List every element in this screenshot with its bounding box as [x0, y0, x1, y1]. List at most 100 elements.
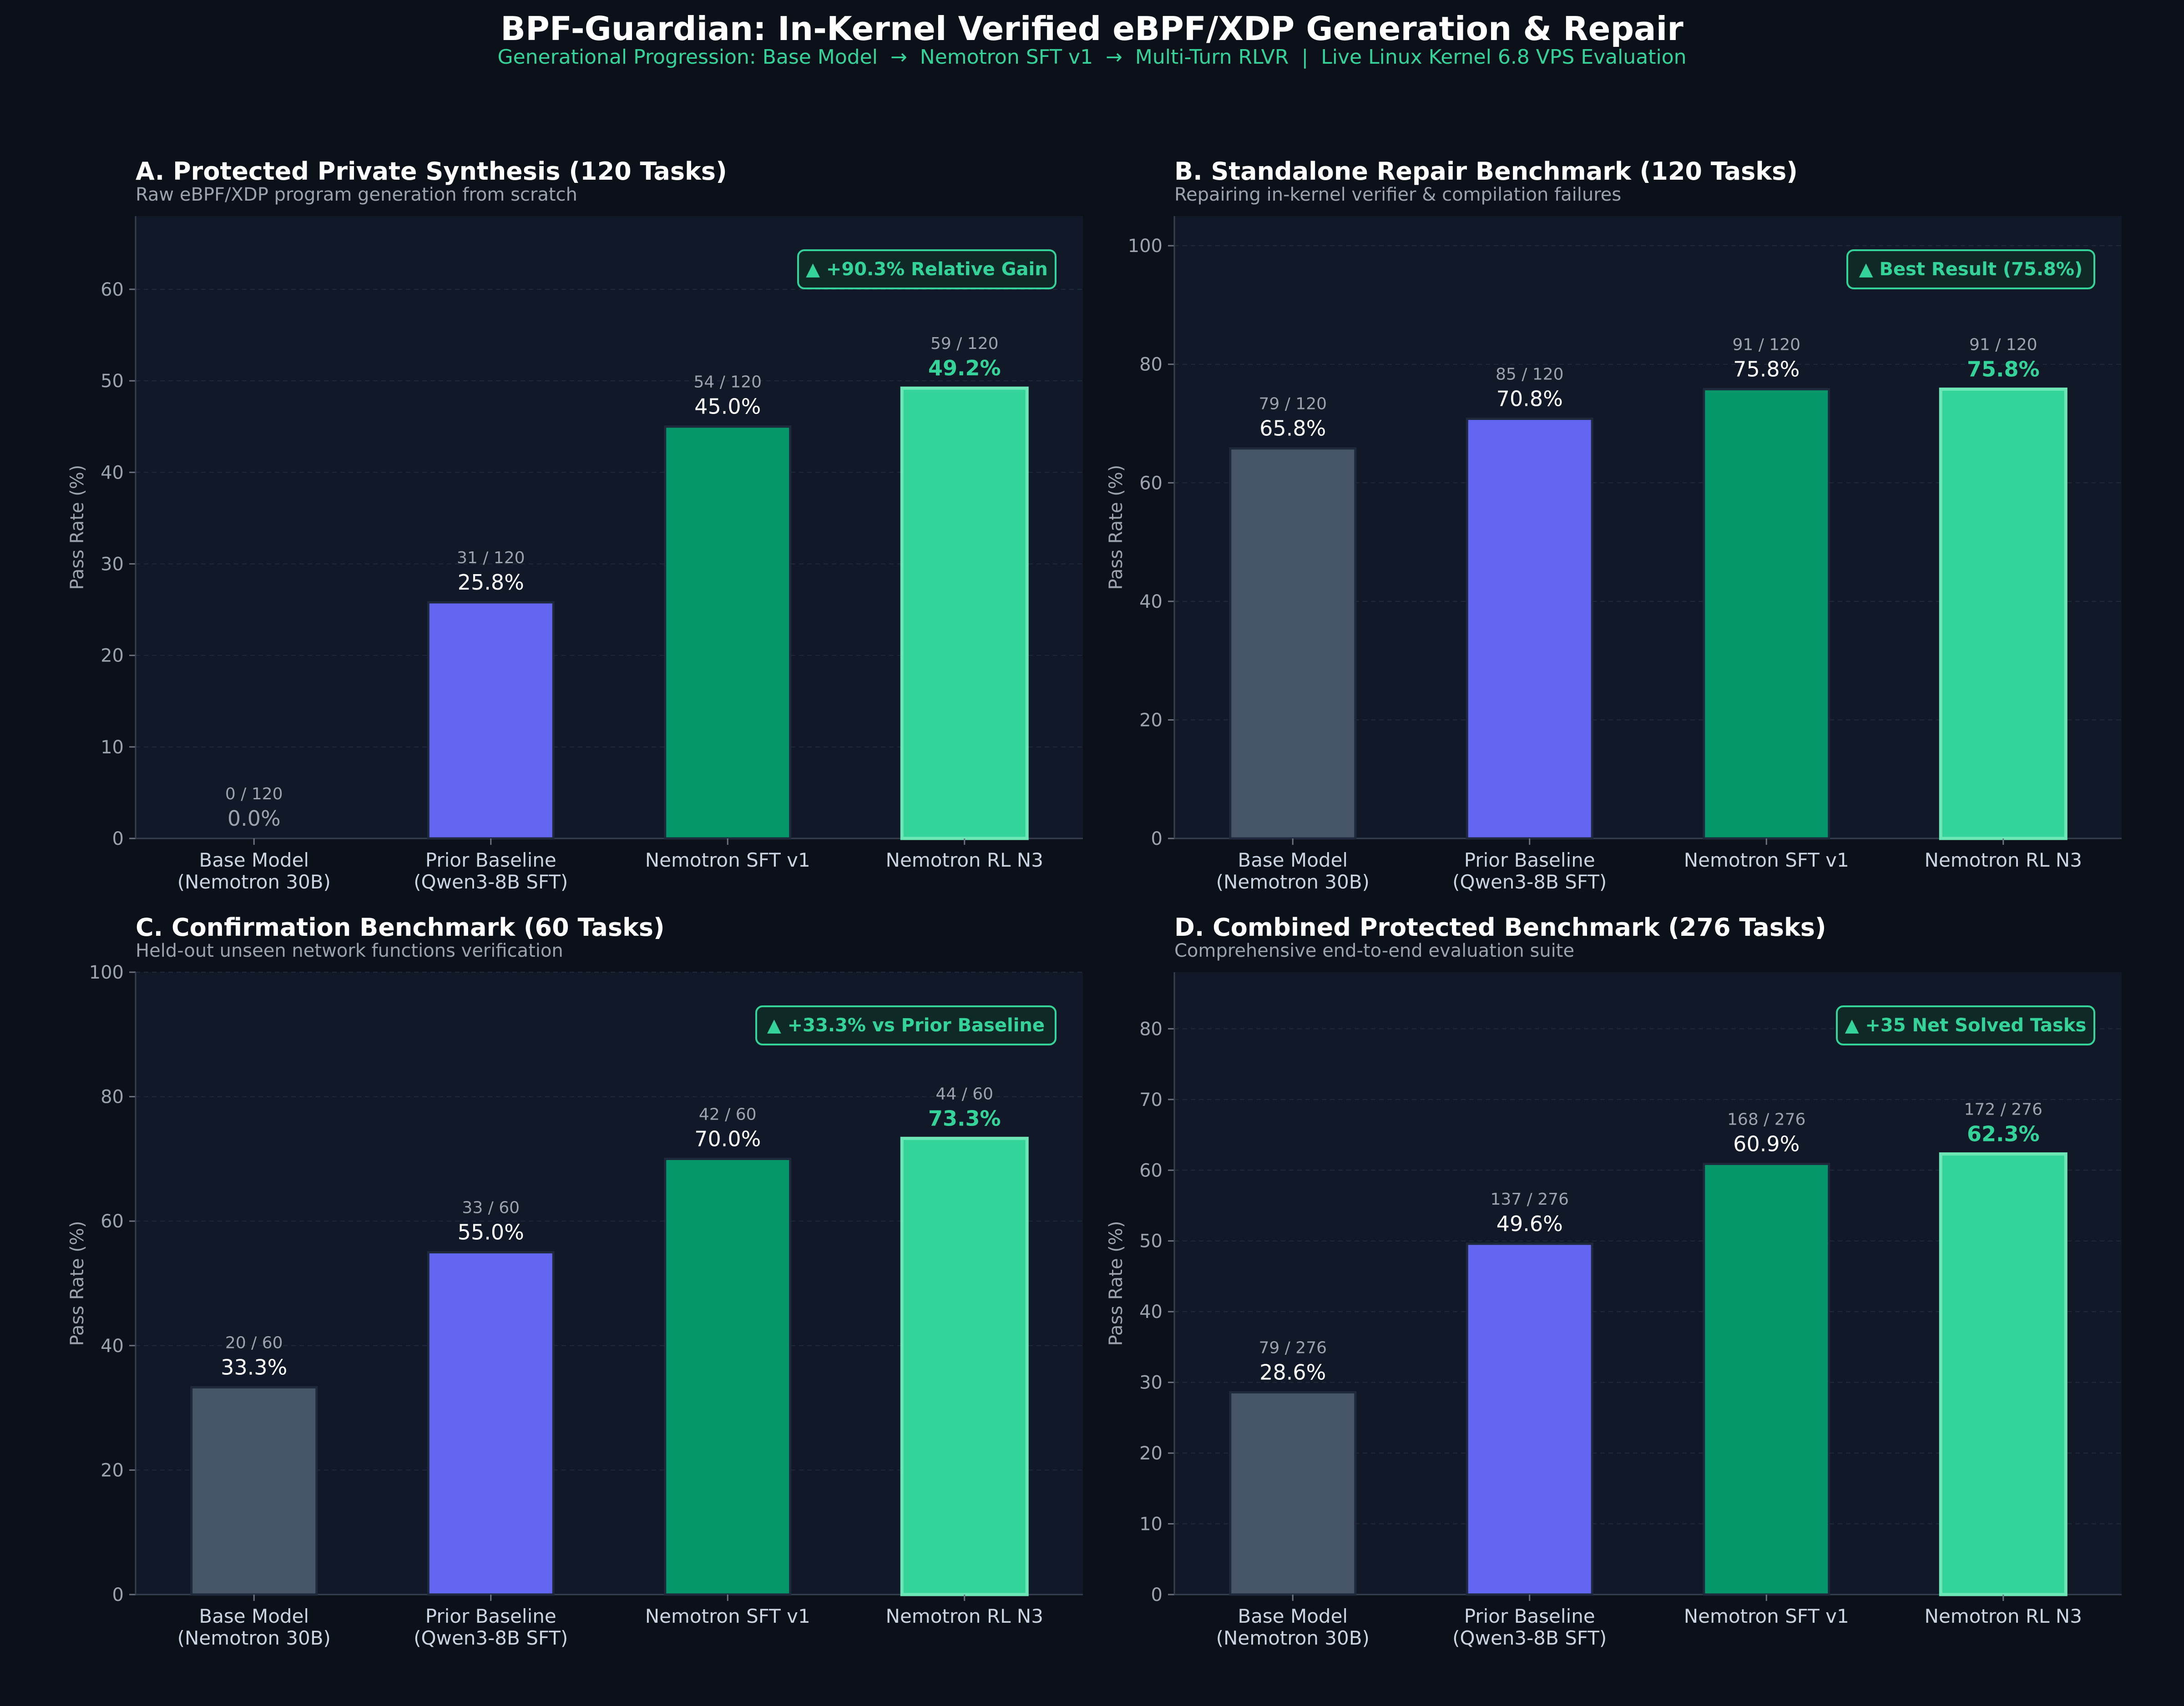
figure-subtitle: Generational Progression: Base Model → N… [497, 45, 1686, 69]
bar [664, 1157, 792, 1596]
y-tick-label: 30 [1139, 1373, 1163, 1393]
bar-value-label: 75.8% [1733, 357, 1800, 381]
y-tick-label: 20 [101, 1460, 124, 1481]
bar-value-label: 25.8% [458, 570, 524, 595]
panel-subtitle: Repairing in-kernel verifier & compilati… [1174, 184, 1621, 205]
bar-count-label: 44 / 60 [935, 1085, 993, 1103]
bar-count-label: 59 / 120 [930, 334, 999, 353]
panel-title: B. Standalone Repair Benchmark (120 Task… [1174, 157, 1798, 186]
y-tick-label: 0 [112, 828, 124, 849]
bar-value-label: 60.9% [1733, 1131, 1800, 1156]
y-tick-label: 50 [101, 371, 124, 392]
y-tick-label: 40 [101, 462, 124, 483]
panel-subtitle: Raw eBPF/XDP program generation from scr… [136, 184, 577, 205]
y-tick-label: 20 [1139, 710, 1163, 731]
y-tick-label: 80 [1139, 354, 1163, 375]
chart-panel-a: A. Protected Private Synthesis (120 Task… [67, 157, 1083, 893]
x-tick-label: Base Model (Nemotron 30B) [1216, 849, 1370, 893]
y-tick-label: 40 [1139, 591, 1163, 612]
y-tick-label: 80 [1139, 1019, 1163, 1040]
bar [664, 425, 792, 840]
bar-value-label: 70.0% [694, 1126, 761, 1151]
x-tick-label: Base Model (Nemotron 30B) [177, 1605, 331, 1649]
bar-value-label: 62.3% [1967, 1122, 2040, 1146]
bar-count-label: 33 / 60 [462, 1199, 520, 1217]
bar-value-label: 33.3% [221, 1355, 287, 1379]
x-tick-label: Nemotron RL N3 [886, 849, 1043, 871]
y-axis-label: Pass Rate (%) [67, 465, 88, 590]
bar-value-label: 75.8% [1967, 357, 2040, 381]
bar [1939, 387, 2068, 840]
x-tick-label: Nemotron RL N3 [886, 1605, 1043, 1627]
bar-count-label: 42 / 60 [699, 1105, 757, 1124]
gain-badge-label: ▲ +33.3% vs Prior Baseline [767, 1015, 1045, 1036]
y-tick-label: 20 [101, 646, 124, 666]
y-tick-label: 10 [101, 737, 124, 758]
y-tick-label: 10 [1139, 1514, 1163, 1535]
y-tick-label: 100 [89, 962, 124, 983]
bar [900, 386, 1029, 840]
bar-count-label: 85 / 120 [1496, 365, 1564, 384]
bar-value-label: 28.6% [1259, 1360, 1326, 1384]
bar [1466, 418, 1593, 840]
y-tick-label: 40 [1139, 1302, 1163, 1322]
x-tick-label: Base Model (Nemotron 30B) [1216, 1605, 1370, 1649]
x-tick-label: Nemotron RL N3 [1925, 1605, 2082, 1627]
y-tick-label: 30 [101, 554, 124, 575]
y-tick-label: 100 [1128, 236, 1163, 257]
bar-value-label: 65.8% [1259, 416, 1326, 441]
bar-count-label: 91 / 120 [1969, 335, 2037, 354]
gain-badge-label: ▲ Best Result (75.8%) [1859, 259, 2083, 280]
bar-count-label: 79 / 276 [1259, 1338, 1327, 1357]
bar-count-label: 168 / 276 [1727, 1110, 1805, 1129]
x-tick-label: Nemotron SFT v1 [1684, 849, 1849, 871]
x-tick-label: Nemotron SFT v1 [1684, 1605, 1849, 1627]
bar-value-label: 70.8% [1496, 387, 1563, 411]
y-tick-label: 0 [112, 1585, 124, 1605]
bar [1939, 1152, 2068, 1596]
bar-count-label: 79 / 120 [1259, 395, 1327, 414]
x-tick-label: Base Model (Nemotron 30B) [177, 849, 331, 893]
bar [1466, 1242, 1593, 1596]
bar [190, 1386, 318, 1596]
panel-title: A. Protected Private Synthesis (120 Task… [136, 157, 727, 186]
bar-count-label: 91 / 120 [1732, 335, 1800, 354]
bar-count-label: 137 / 276 [1491, 1190, 1569, 1209]
x-tick-label: Nemotron RL N3 [1925, 849, 2082, 871]
y-axis-label: Pass Rate (%) [1106, 465, 1127, 590]
gain-badge-label: ▲ +35 Net Solved Tasks [1845, 1015, 2087, 1036]
bar-count-label: 0 / 120 [225, 785, 283, 803]
y-tick-label: 80 [101, 1087, 124, 1108]
bar-count-label: 31 / 120 [457, 549, 525, 567]
bar-value-label: 49.2% [928, 356, 1001, 380]
y-axis-label: Pass Rate (%) [67, 1221, 88, 1346]
y-axis-label: Pass Rate (%) [1106, 1221, 1127, 1346]
panel-title: C. Confirmation Benchmark (60 Tasks) [136, 913, 665, 942]
x-tick-label: Nemotron SFT v1 [645, 849, 810, 871]
y-tick-label: 70 [1139, 1090, 1163, 1110]
bar-value-label: 55.0% [458, 1220, 524, 1245]
panel-title: D. Combined Protected Benchmark (276 Tas… [1174, 913, 1826, 942]
gain-badge [755, 1005, 1057, 1045]
bar [427, 1251, 555, 1596]
y-tick-label: 50 [1139, 1231, 1163, 1252]
bar-value-label: 45.0% [694, 394, 761, 419]
bar-value-label: 49.6% [1496, 1211, 1563, 1236]
x-tick-label: Prior Baseline (Qwen3-8B SFT) [1452, 1605, 1607, 1649]
y-tick-label: 0 [1151, 828, 1163, 849]
y-tick-label: 60 [1139, 473, 1163, 494]
y-tick-label: 60 [1139, 1160, 1163, 1181]
gain-badge [1846, 249, 2095, 289]
bar [1229, 1391, 1357, 1596]
bar [1229, 447, 1357, 840]
bar-count-label: 54 / 120 [693, 373, 762, 392]
x-tick-label: Prior Baseline (Qwen3-8B SFT) [414, 1605, 568, 1649]
y-tick-label: 60 [101, 1211, 124, 1232]
bar [900, 1136, 1029, 1596]
gain-badge-label: ▲ +90.3% Relative Gain [806, 259, 1048, 280]
chart-panels: A. Protected Private Synthesis (120 Task… [67, 157, 2122, 1649]
bar-count-label: 20 / 60 [225, 1333, 283, 1352]
y-tick-label: 60 [101, 279, 124, 300]
bar-value-label: 0.0% [228, 806, 281, 831]
